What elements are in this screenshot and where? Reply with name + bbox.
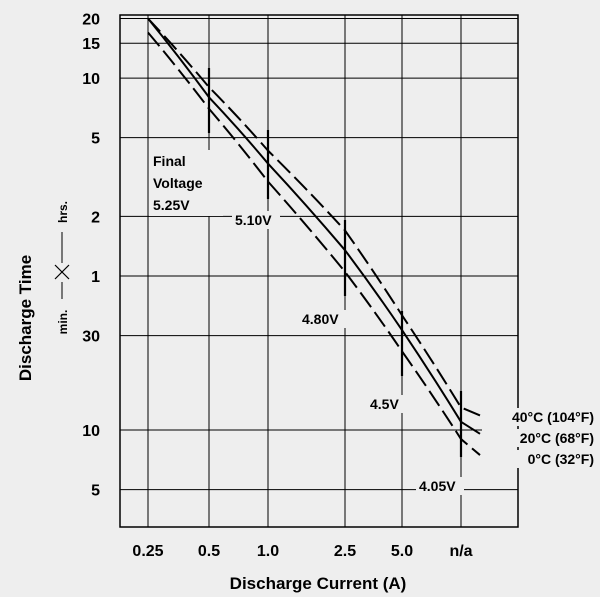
series-line [147, 17, 481, 435]
x-tick-label: n/a [449, 543, 472, 560]
x-tick-label: 0.5 [198, 543, 220, 560]
y-tick-label: 2 [91, 209, 100, 226]
series-lines [147, 17, 481, 456]
y-tick-label: 5 [91, 483, 100, 500]
x-tick-label: 0.25 [132, 543, 163, 560]
voltage-label: 4.80V [302, 311, 339, 327]
legend-bg [482, 408, 596, 426]
legend-bg [482, 429, 596, 447]
y-tick-label: 1 [91, 269, 100, 286]
x-tick-label: 5.0 [391, 543, 413, 560]
voltage-label-bg [416, 477, 464, 495]
plot-area [119, 14, 519, 528]
unit-cross-b [54, 264, 70, 280]
y-tick-label: 10 [82, 423, 100, 440]
x-tick-labels: 0.25 0.5 1.0 2.5 5.0 n/a [132, 543, 472, 560]
x-axis-label: Discharge Current (A) [230, 574, 407, 593]
legend-entry: 20°C (68°F) [520, 430, 594, 446]
legend: 40°C (104°F) 20°C (68°F) 0°C (32°F) [482, 408, 596, 468]
unit-indicator: min. hrs. [54, 201, 70, 335]
voltage-label-bg [367, 395, 407, 413]
y-tick-label: 5 [91, 131, 100, 148]
unit-minutes-label: min. [56, 310, 70, 335]
voltage-label: 5.10V [235, 212, 272, 228]
y-tick-label: 10 [82, 71, 100, 88]
y-tick-label: 20 [82, 12, 100, 29]
series-line [147, 17, 481, 417]
voltage-label-bg [232, 211, 280, 229]
y-tick-labels: 20 15 10 5 2 1 30 10 5 [82, 12, 100, 500]
legend-entry: 0°C (32°F) [528, 451, 594, 467]
final-voltage-bg [149, 150, 223, 216]
y-tick-label: 15 [82, 36, 100, 53]
x-tick-label: 1.0 [257, 543, 279, 560]
voltage-label: 4.5V [370, 396, 399, 412]
voltage-markers: 5.25V 5.10V 4.80V 4.5V 4.05V [149, 68, 464, 495]
voltage-label: 4.05V [419, 478, 456, 494]
voltage-label: 5.25V [153, 197, 190, 213]
legend-bg [482, 450, 596, 468]
y-axis-label: Discharge Time [16, 255, 35, 381]
legend-entry: 40°C (104°F) [512, 409, 594, 425]
final-voltage-title: Final Voltage [153, 153, 203, 191]
voltage-label-bg [299, 310, 347, 328]
unit-hours-label: hrs. [56, 201, 70, 223]
x-tick-label: 2.5 [334, 543, 356, 560]
grid-lines [120, 15, 518, 527]
y-tick-label: 30 [82, 329, 100, 346]
